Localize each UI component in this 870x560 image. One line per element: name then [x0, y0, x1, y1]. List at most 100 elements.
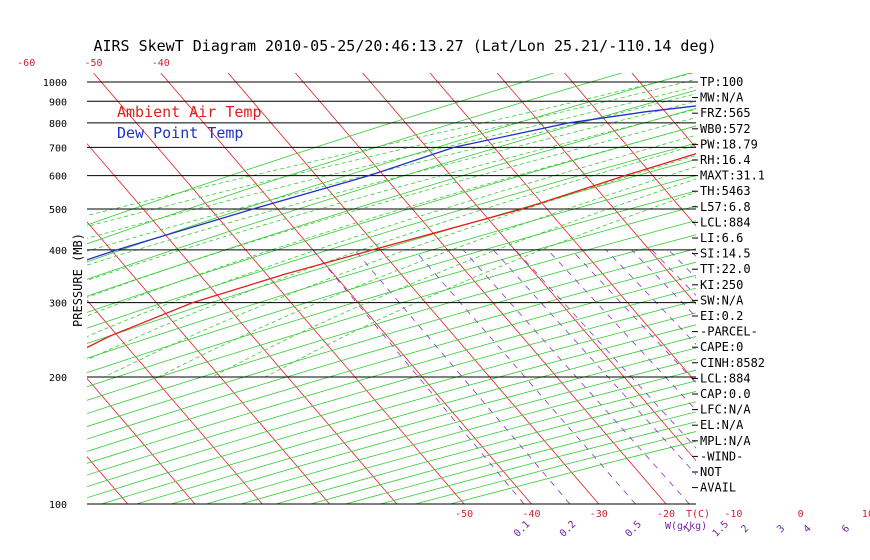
- dry-adiabat-line: [87, 205, 696, 388]
- mixing-ratio-line: [354, 249, 571, 504]
- mixing-ratio-label: 1.5: [711, 519, 732, 540]
- bottom-temp-tick-label: -30: [590, 509, 608, 520]
- isotherm-line: [87, 299, 263, 504]
- mixing-ratio-line: [605, 249, 696, 345]
- pressure-tick-label: 500: [49, 205, 67, 216]
- isotherm-line: [160, 73, 532, 504]
- bottom-temp-tick-label: -10: [724, 509, 742, 520]
- stats-item: MAXT:31.1: [700, 169, 765, 183]
- mixing-ratio-label: 0.5: [623, 519, 644, 540]
- profile-lines: [87, 105, 696, 349]
- mixing-ratio-line: [739, 250, 870, 504]
- stats-item: FRZ:565: [700, 106, 751, 120]
- isotherm-line: [227, 73, 600, 504]
- stats-item: LCL:884: [700, 215, 751, 229]
- stats-item: NOT: [700, 465, 722, 479]
- mixing-ratio-label: 3: [775, 523, 787, 535]
- top-temp-tick-label: -60: [17, 58, 35, 69]
- stats-item: TT:22.0: [700, 262, 751, 276]
- stats-item: SI:14.5: [700, 247, 751, 261]
- isotherm-line: [87, 221, 330, 504]
- dry-adiabat-line: [87, 274, 696, 452]
- moist-adiabat-line: [87, 100, 696, 266]
- stats-item: CAP:0.0: [700, 387, 751, 401]
- pressure-tick-label: 700: [49, 143, 67, 154]
- legend: Ambient Air Temp Dew Point Temp: [117, 103, 262, 142]
- isotherm-line: [93, 73, 465, 504]
- moist-adiabat-line: [87, 125, 696, 317]
- bottom-temp-tick-label: 0: [798, 509, 804, 520]
- dry-adiabat-line: [87, 248, 696, 427]
- pressure-tick-label: 300: [49, 299, 67, 310]
- mixing-ratio-label: 4: [802, 523, 814, 535]
- moist-adiabat-line: [158, 166, 696, 378]
- mixing-ratio-label: 8: [869, 523, 870, 535]
- dry-adiabat-line: [87, 107, 696, 297]
- stats-item: SW:N/A: [700, 293, 744, 307]
- moist-adiabat-line: [211, 178, 696, 378]
- mixing-ratio-line: [758, 250, 870, 504]
- stats-item: -PARCEL-: [700, 325, 758, 339]
- stats-item: L57:6.8: [700, 200, 751, 214]
- mixing-ratio-labels: 0.10.20.511.52346810121520253040W(g/kg): [512, 519, 870, 540]
- isotherm-line: [429, 73, 696, 383]
- stats-item: WB0:572: [700, 122, 751, 136]
- temp-unit-label: T(C): [686, 509, 710, 520]
- dew-point-temp-line: [87, 105, 696, 261]
- isotherm-line: [0, 73, 60, 504]
- moist-adiabat-line: [87, 78, 696, 227]
- dry-adiabat-line: [87, 261, 696, 440]
- dry-adiabat-line: [87, 73, 691, 263]
- mixing-ratio-label: 2: [739, 523, 751, 535]
- stats-item: PW:18.79: [700, 137, 758, 151]
- mixing-ratio-line: [571, 249, 696, 384]
- isotherm-line: [87, 377, 196, 504]
- moist-adiabat-line: [87, 73, 694, 216]
- mixing-ratio-line: [668, 249, 696, 279]
- bottom-temp-tick-label: -50: [455, 509, 473, 520]
- background-grid: [0, 73, 870, 504]
- dry-adiabat-line: [87, 324, 696, 499]
- bottom-temp-tick-labels: -50-40-30-20-10010203040T(C): [455, 509, 870, 520]
- isotherm-line: [87, 143, 398, 504]
- ambient-air-temp-line: [87, 152, 696, 349]
- dry-adiabat-line: [87, 300, 696, 476]
- stats-item: LCL:884: [700, 371, 751, 385]
- top-temp-tick-label: -40: [152, 58, 170, 69]
- isotherm-line: [834, 73, 870, 504]
- stats-item: TH:5463: [700, 184, 751, 198]
- dry-adiabat-line: [206, 369, 696, 504]
- stats-item: EI:0.2: [700, 309, 743, 323]
- mixing-unit-label: W(g/kg): [665, 521, 707, 532]
- stats-item: MW:N/A: [700, 91, 744, 105]
- stats-item: MPL:N/A: [700, 434, 751, 448]
- mixing-ratio-label: 6: [840, 523, 852, 535]
- isotherm-line: [295, 73, 667, 504]
- pressure-tick-label: 400: [49, 246, 67, 257]
- pressure-tick-label: 200: [49, 373, 67, 384]
- pressure-tick-label: 600: [49, 172, 67, 183]
- stats-item: LI:6.6: [700, 231, 743, 245]
- isotherm-line: [767, 73, 870, 504]
- dry-adiabat-line: [275, 391, 696, 504]
- dry-adiabat-line: [171, 358, 696, 504]
- dry-adiabat-line: [87, 234, 696, 415]
- isotherm-line: [564, 73, 696, 227]
- moist-adiabat-line: [104, 155, 696, 378]
- dry-adiabat-line: [87, 220, 696, 401]
- pressure-tick-labels: 100 200 300 400 500 600 700 800 900 1000: [43, 78, 67, 511]
- stats-item: CINH:8582: [700, 356, 765, 370]
- dry-adiabat-line: [87, 125, 696, 313]
- chart-title: AIRS SkewT Diagram 2010-05-25/20:46:13.2…: [93, 37, 716, 55]
- stats-item: -WIND-: [700, 449, 743, 463]
- top-temp-tick-label: -50: [84, 58, 102, 69]
- dry-adiabat-line: [87, 190, 696, 374]
- bottom-temp-tick-label: -20: [657, 509, 675, 520]
- moist-adiabat-line: [87, 86, 696, 239]
- top-temp-tick-labels: -120-110-100-90-80-70-60-50-40: [17, 58, 170, 69]
- stats-item: CAPE:0: [700, 340, 743, 354]
- bottom-temp-tick-label: -40: [522, 509, 540, 520]
- dry-adiabat-line: [87, 89, 696, 280]
